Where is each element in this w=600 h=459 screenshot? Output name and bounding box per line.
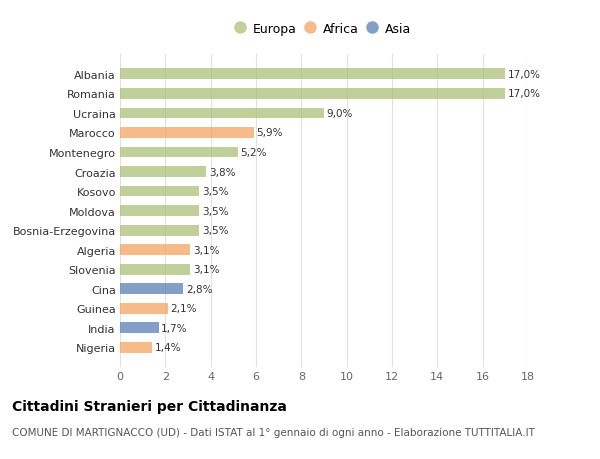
Bar	[120, 89, 505, 100]
Bar	[120, 108, 324, 119]
Text: Cittadini Stranieri per Cittadinanza: Cittadini Stranieri per Cittadinanza	[12, 399, 287, 413]
Legend: Europa, Africa, Asia: Europa, Africa, Asia	[234, 21, 414, 39]
Text: 17,0%: 17,0%	[508, 70, 541, 79]
Bar	[120, 303, 167, 314]
Bar	[120, 128, 254, 139]
Text: 1,4%: 1,4%	[154, 343, 181, 353]
Text: 2,8%: 2,8%	[186, 284, 212, 294]
Bar	[120, 225, 199, 236]
Text: 9,0%: 9,0%	[327, 109, 353, 118]
Bar	[120, 186, 199, 197]
Text: 5,2%: 5,2%	[241, 148, 267, 157]
Text: 17,0%: 17,0%	[508, 89, 541, 99]
Bar	[120, 206, 199, 217]
Bar	[120, 69, 505, 80]
Text: 3,1%: 3,1%	[193, 265, 220, 274]
Text: COMUNE DI MARTIGNACCO (UD) - Dati ISTAT al 1° gennaio di ogni anno - Elaborazion: COMUNE DI MARTIGNACCO (UD) - Dati ISTAT …	[12, 427, 535, 437]
Text: 3,5%: 3,5%	[202, 226, 229, 235]
Text: 5,9%: 5,9%	[256, 128, 283, 138]
Bar	[120, 284, 184, 295]
Text: 3,5%: 3,5%	[202, 187, 229, 196]
Bar	[120, 167, 206, 178]
Text: 1,7%: 1,7%	[161, 323, 188, 333]
Bar	[120, 147, 238, 158]
Text: 3,1%: 3,1%	[193, 245, 220, 255]
Bar	[120, 323, 158, 334]
Bar	[120, 245, 190, 256]
Text: 3,8%: 3,8%	[209, 167, 235, 177]
Text: 2,1%: 2,1%	[170, 304, 197, 313]
Bar	[120, 342, 152, 353]
Bar	[120, 264, 190, 275]
Text: 3,5%: 3,5%	[202, 206, 229, 216]
